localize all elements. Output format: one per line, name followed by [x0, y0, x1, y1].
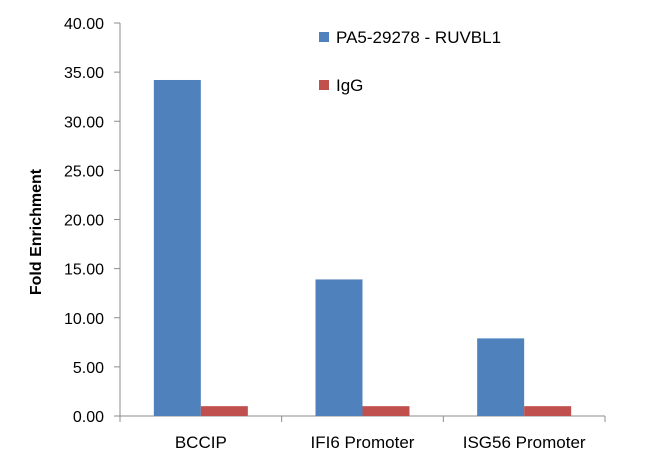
legend-label: IgG: [336, 76, 363, 95]
y-tick-label: 5.00: [73, 360, 104, 377]
x-tick-label: IFI6 Promoter: [311, 433, 415, 452]
y-tick-label: 40.00: [64, 16, 104, 33]
y-tick-label: 35.00: [64, 65, 104, 82]
bar: [153, 79, 201, 417]
y-axis: 0.00 5.00 10.00 15.00 20.00 25.00 30.00 35.00 40…: [64, 16, 121, 426]
bars-group: [153, 79, 572, 417]
bar: [200, 406, 248, 416]
legend-swatch: [319, 32, 329, 42]
x-axis: BCCIP IFI6 Promoter ISG56 Promoter: [119, 415, 606, 452]
y-tick-label: 20.00: [64, 213, 104, 230]
bar: [315, 279, 363, 416]
bar: [362, 406, 410, 416]
y-axis-title: Fold Enrichment: [28, 168, 45, 295]
y-tick-label: 25.00: [64, 163, 104, 180]
legend: PA5-29278 - RUVBL1 IgG: [319, 28, 501, 95]
y-tick-label: 0.00: [73, 409, 104, 426]
bar: [477, 338, 525, 416]
legend-swatch: [319, 80, 329, 90]
y-tick-label: 30.00: [64, 114, 104, 131]
y-tick-label: 15.00: [64, 262, 104, 279]
x-tick-label: BCCIP: [175, 433, 227, 452]
legend-label: PA5-29278 - RUVBL1: [336, 28, 501, 47]
y-tick-label: 10.00: [64, 311, 104, 328]
x-tick-label: ISG56 Promoter: [463, 433, 586, 452]
bar: [524, 406, 572, 416]
